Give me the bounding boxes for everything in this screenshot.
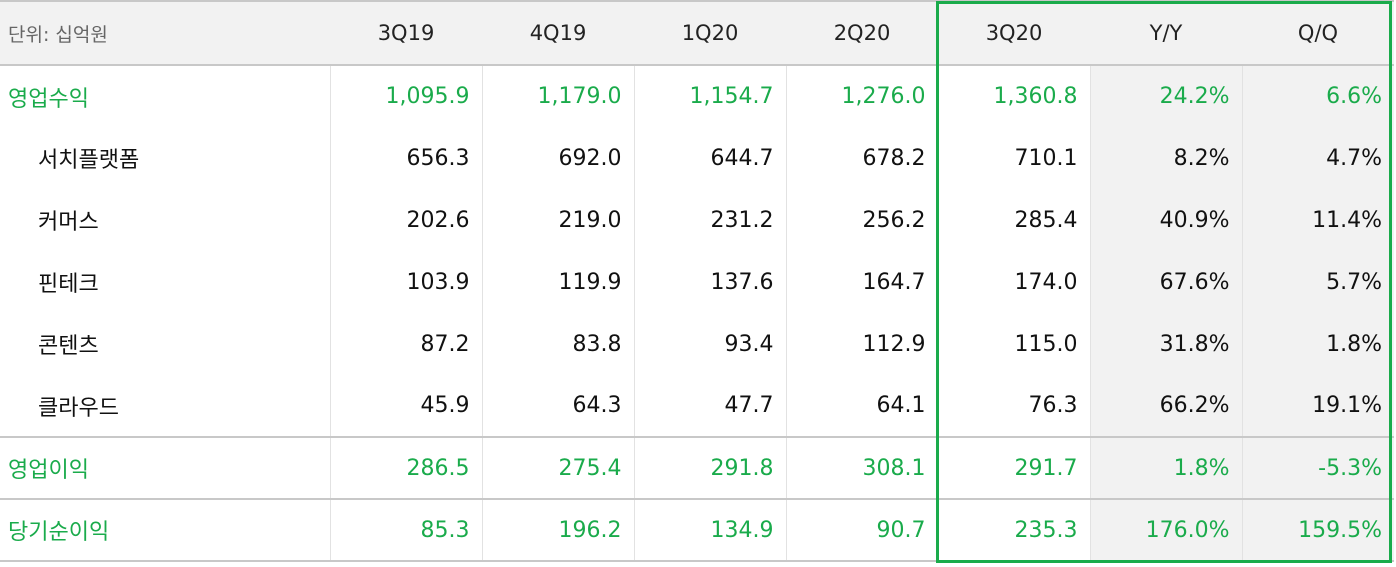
table-cell: 1,360.8: [937, 65, 1090, 127]
table-cell: 137.6: [633, 251, 786, 313]
table-cell: 231.2: [633, 189, 786, 251]
table-cell: 308.1: [785, 436, 938, 499]
table-cell: 1,179.0: [481, 65, 634, 127]
table-cell: 8.2%: [1089, 127, 1242, 189]
table-cell: 93.4: [633, 313, 786, 375]
table-cell: 47.7: [633, 375, 786, 437]
table-cell: 678.2: [785, 127, 938, 189]
table-cell: 19.1%: [1241, 375, 1394, 437]
table-cell: 64.3: [481, 375, 634, 437]
table-row-fintech: 핀테크 103.9 119.9 137.6 164.7 174.0 67.6% …: [0, 251, 1394, 313]
table-cell: 1,276.0: [785, 65, 938, 127]
table-cell: 176.0%: [1089, 498, 1242, 562]
table-cell: 11.4%: [1241, 189, 1394, 251]
row-label: 영업이익: [0, 436, 330, 499]
table-row-commerce: 커머스 202.6 219.0 231.2 256.2 285.4 40.9% …: [0, 189, 1394, 251]
table-cell: 31.8%: [1089, 313, 1242, 375]
row-label: 콘텐츠: [38, 334, 99, 359]
table-cell: 1,154.7: [633, 65, 786, 127]
row-label: 클라우드: [38, 395, 119, 421]
column-header-qoq: Q/Q: [1242, 0, 1394, 66]
table-cell: 291.8: [633, 436, 786, 499]
column-header-2q20: 2Q20: [786, 0, 938, 66]
table-cell: 692.0: [481, 127, 634, 189]
table-row-search-platform: 서치플랫폼 656.3 692.0 644.7 678.2 710.1 8.2%…: [0, 127, 1394, 189]
row-label: 영업수익: [8, 86, 89, 112]
row-label: 핀테크: [38, 272, 99, 297]
column-header-yoy: Y/Y: [1090, 0, 1242, 66]
table-cell: 710.1: [937, 127, 1090, 189]
column-header-3q19: 3Q19: [330, 0, 482, 66]
table-cell: 256.2: [785, 189, 938, 251]
table-row-net-income: 당기순이익 85.3 196.2 134.9 90.7 235.3 176.0%…: [0, 498, 1394, 562]
table-cell: 235.3: [937, 498, 1090, 562]
table-cell: 286.5: [329, 436, 482, 499]
table-cell: 103.9: [329, 251, 482, 313]
table-header-row: 단위: 십억원 3Q19 4Q19 1Q20 2Q20 3Q20 Y/Y Q/Q: [0, 0, 1394, 66]
table-cell: 45.9: [329, 375, 482, 437]
row-label: 당기순이익: [0, 498, 330, 562]
table-cell: 291.7: [937, 436, 1090, 499]
table-cell: 76.3: [937, 375, 1090, 437]
table-cell: 285.4: [937, 189, 1090, 251]
table-cell: 87.2: [329, 313, 482, 375]
table-cell: 159.5%: [1241, 498, 1394, 562]
table-cell: 83.8: [481, 313, 634, 375]
table-cell: 134.9: [633, 498, 786, 562]
table-cell: 196.2: [481, 498, 634, 562]
table-cell: 5.7%: [1241, 251, 1394, 313]
table-cell: 90.7: [785, 498, 938, 562]
table-cell: 1,095.9: [329, 65, 482, 127]
table-cell: 275.4: [481, 436, 634, 499]
table-cell: 656.3: [329, 127, 482, 189]
table-cell: 40.9%: [1089, 189, 1242, 251]
table-row-operating-revenue: 영업수익 1,095.9 1,179.0 1,154.7 1,276.0 1,3…: [0, 65, 1394, 127]
table-cell: 67.6%: [1089, 251, 1242, 313]
column-header-4q19: 4Q19: [482, 0, 634, 66]
column-header-3q20: 3Q20: [938, 0, 1090, 66]
table-cell: 4.7%: [1241, 127, 1394, 189]
table-cell: 24.2%: [1089, 65, 1242, 127]
unit-label: 단위: 십억원: [0, 0, 330, 66]
table-cell: 644.7: [633, 127, 786, 189]
table-cell: 219.0: [481, 189, 634, 251]
table-row-contents: 콘텐츠 87.2 83.8 93.4 112.9 115.0 31.8% 1.8…: [0, 313, 1394, 375]
row-label: 커머스: [38, 210, 99, 235]
table-cell: 164.7: [785, 251, 938, 313]
table-cell: 174.0: [937, 251, 1090, 313]
row-label: 서치플랫폼: [38, 148, 140, 173]
table-cell: 6.6%: [1241, 65, 1394, 127]
table-cell: 119.9: [481, 251, 634, 313]
table-cell: 115.0: [937, 313, 1090, 375]
column-header-1q20: 1Q20: [634, 0, 786, 66]
table-cell: -5.3%: [1241, 436, 1394, 499]
table-cell: 1.8%: [1089, 436, 1242, 499]
table-cell: 85.3: [329, 498, 482, 562]
table-cell: 1.8%: [1241, 313, 1394, 375]
table-row-cloud: 클라우드 45.9 64.3 47.7 64.1 76.3 66.2% 19.1…: [0, 375, 1394, 437]
table-cell: 66.2%: [1089, 375, 1242, 437]
table-cell: 64.1: [785, 375, 938, 437]
table-cell: 202.6: [329, 189, 482, 251]
table-cell: 112.9: [785, 313, 938, 375]
table-row-operating-profit: 영업이익 286.5 275.4 291.8 308.1 291.7 1.8% …: [0, 436, 1394, 499]
